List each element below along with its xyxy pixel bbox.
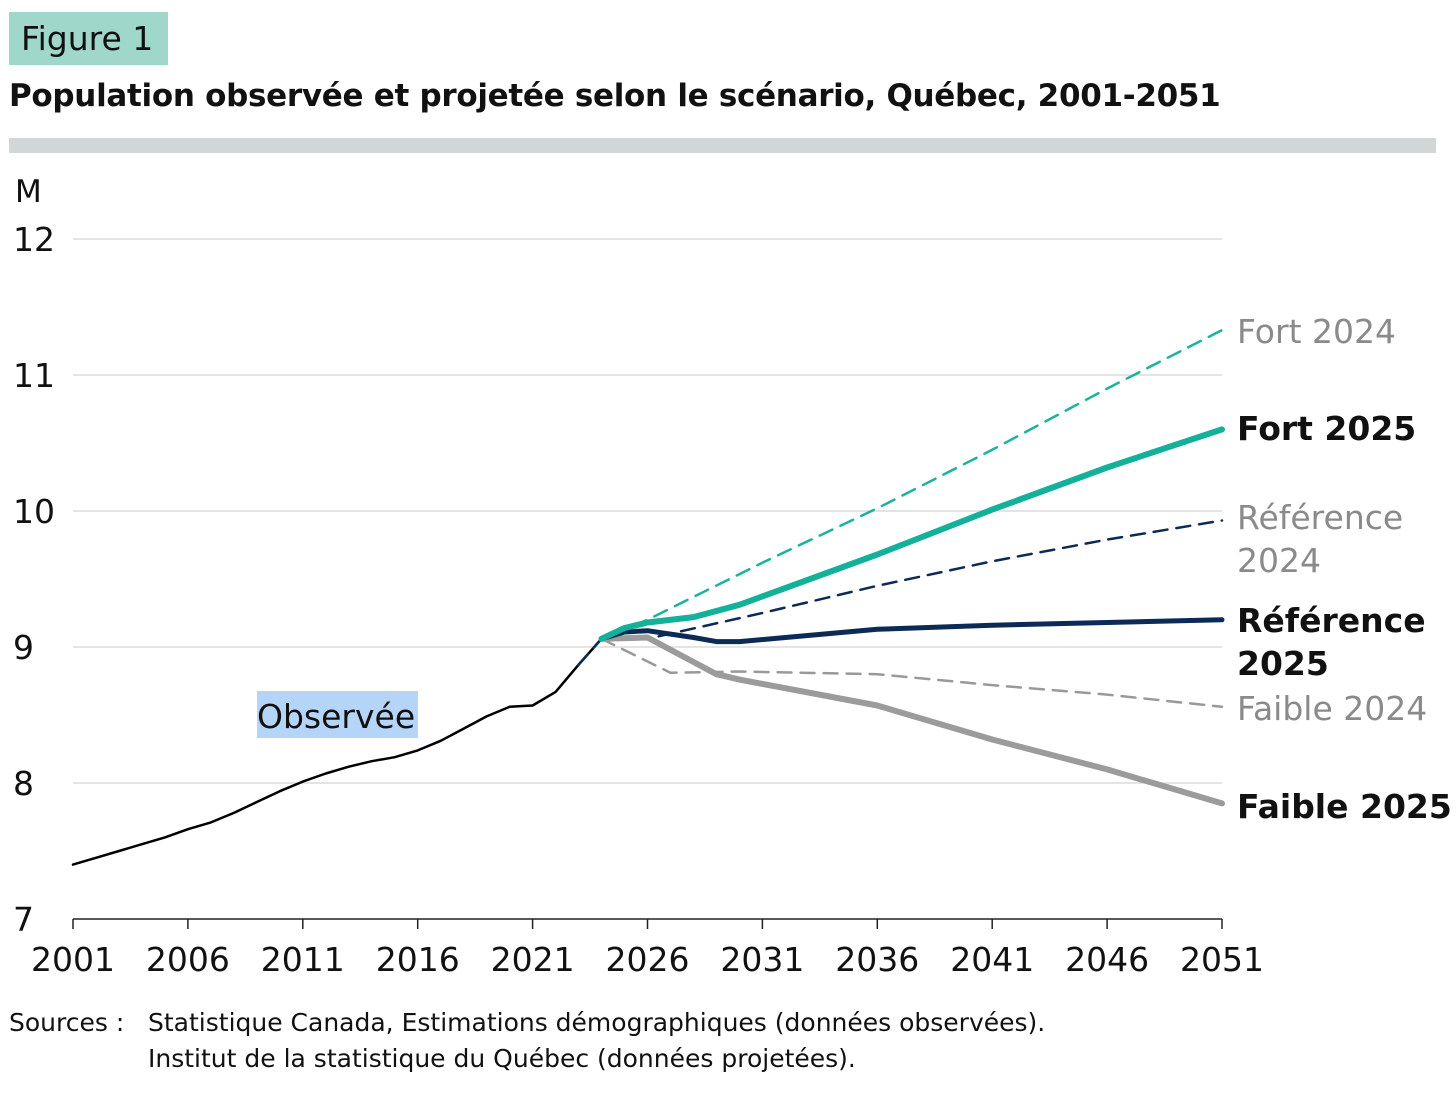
series-line-faible-2024 [600,637,1224,709]
y-tick-label: 10 [13,492,55,531]
x-tick-label: 2011 [261,940,345,979]
observed-annotation-bg [257,691,418,738]
series-line-reference-2025 [599,617,1225,645]
x-tick-label: 2001 [31,940,115,979]
series-label-reference-2024: Référence 2024 [1237,498,1403,580]
series-line-fort-2024 [577,328,1224,666]
y-tick-label: 12 [13,220,55,259]
y-axis-unit: M [15,174,42,210]
x-tick-label: 2021 [491,940,575,979]
x-tick-label: 2046 [1065,940,1149,979]
figure-label: Figure 1 [9,12,168,65]
line-chart: M 7 8 9 10 11 12 2001 2006 2011 2016 2021 2026 2031 2… [13,174,1452,979]
x-tick-label: 2041 [950,940,1034,979]
y-tick-label: 11 [13,356,55,395]
x-tick-label: 2036 [835,940,919,979]
series-line-observee [71,637,603,866]
y-tick-label: 7 [13,900,34,939]
title-divider [9,138,1436,153]
y-tick-label: 9 [13,628,34,667]
series-label-reference-2025: Référence 2025 [1237,601,1426,683]
observed-annotation: Observée [257,697,415,736]
source-line-2: Institut de la statistique du Québec (do… [148,1044,856,1073]
sources-text: Statistique Canada, Estimations démograp… [148,1005,1045,1077]
series-line-faible-2025 [598,634,1225,807]
x-tick-label: 2006 [146,940,230,979]
x-tick-label: 2026 [606,940,690,979]
series-line-reference-2024 [577,519,1224,666]
x-tick-label: 2031 [720,940,804,979]
x-tick-label: 2016 [376,940,460,979]
series-label-fort-2024: Fort 2024 [1237,312,1396,351]
y-tick-label: 8 [13,764,34,803]
series-line-fort-2025 [598,426,1225,642]
x-tick-label: 2051 [1180,940,1264,979]
chart-title: Population observée et projetée selon le… [9,78,1221,114]
series-label-fort-2025: Fort 2025 [1237,409,1416,448]
series-label-faible-2024: Faible 2024 [1237,689,1427,728]
series-label-faible-2025: Faible 2025 [1237,787,1452,826]
sources-label: Sources : [9,1008,125,1037]
source-line-1: Statistique Canada, Estimations démograp… [148,1008,1046,1037]
